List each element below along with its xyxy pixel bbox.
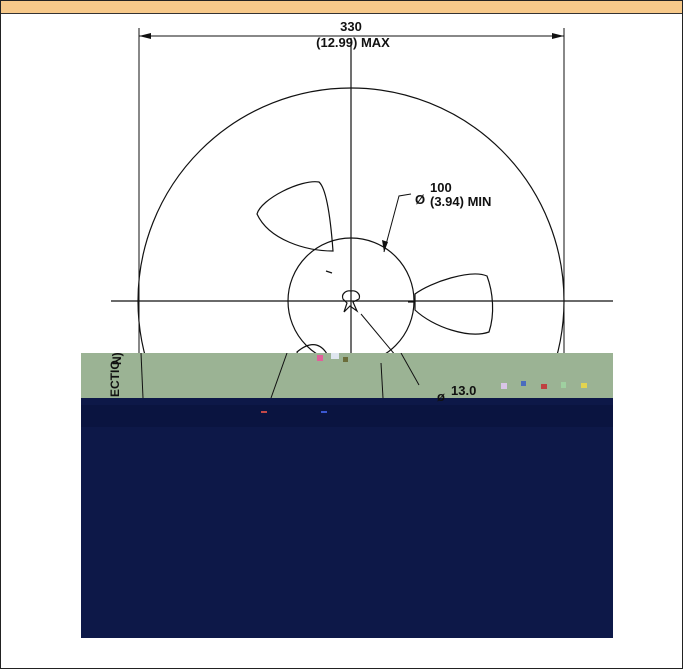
hub-diameter-symbol: Ø	[415, 192, 425, 207]
arbor-leader-continuation	[400, 353, 420, 386]
noise-speck	[343, 357, 348, 362]
corrupted-band	[81, 405, 613, 427]
side-label-fragment: ECTIO	[108, 360, 122, 397]
hub-slot-left	[325, 270, 333, 274]
hub-leader-line	[383, 193, 412, 253]
dimension-arrow-right	[552, 33, 564, 39]
reel-edge-fragment	[140, 353, 144, 399]
hub-leader-arrow	[382, 240, 388, 252]
corrupted-region-lower	[81, 398, 613, 638]
hub-edge-fragment-left	[270, 353, 288, 399]
overall-diameter-sub: (12.99) MAX	[316, 35, 390, 50]
hub-diameter-value: 100	[430, 180, 452, 195]
noise-speck	[321, 411, 327, 413]
dimension-arrow-left	[139, 33, 151, 39]
noise-speck	[581, 383, 587, 388]
noise-speck	[317, 355, 323, 361]
arbor-diameter-symbol: ø	[437, 389, 445, 404]
noise-speck	[501, 383, 507, 389]
arbor-hole	[341, 290, 361, 313]
noise-speck	[541, 384, 547, 389]
reel-window-upper-left	[256, 181, 334, 252]
noise-speck	[561, 382, 566, 388]
noise-speck	[261, 411, 267, 413]
noise-speck	[331, 353, 339, 359]
hub-diameter-sub: (3.94) MIN	[430, 194, 491, 209]
hub-edge-fragment-right	[380, 362, 384, 399]
corrupted-overlay: ø 13.0 ECTIO N)	[108, 353, 587, 413]
side-label-fragment-2: N)	[110, 353, 124, 365]
arbor-diameter-value: 13.0	[451, 383, 476, 398]
noise-speck	[521, 381, 526, 386]
reel-window-right	[414, 273, 494, 335]
overall-diameter-value: 330	[340, 19, 362, 34]
title-bar	[1, 1, 682, 14]
